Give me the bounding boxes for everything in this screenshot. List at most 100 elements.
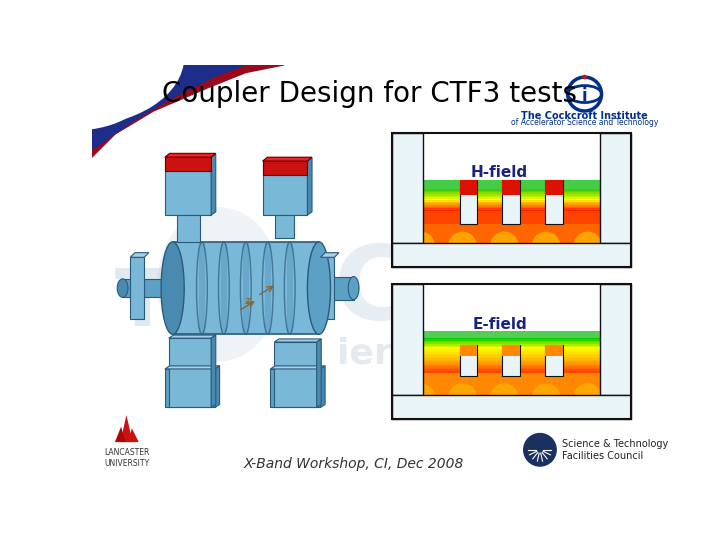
Bar	[600, 154, 631, 156]
Bar	[392, 355, 631, 357]
Bar	[392, 377, 631, 379]
Bar	[176, 215, 199, 242]
Bar	[221, 242, 227, 334]
Bar	[392, 191, 631, 192]
Bar	[392, 240, 631, 241]
Ellipse shape	[567, 77, 601, 111]
Bar	[600, 144, 631, 147]
Bar	[392, 388, 631, 390]
Bar	[392, 204, 631, 205]
Bar	[392, 200, 631, 202]
Bar	[392, 168, 423, 170]
Bar	[392, 235, 631, 237]
Bar	[392, 216, 631, 218]
Bar	[392, 166, 423, 168]
Bar	[392, 361, 631, 363]
Polygon shape	[263, 158, 312, 161]
Bar	[392, 339, 631, 341]
Bar	[459, 345, 477, 376]
Bar	[392, 144, 423, 147]
Ellipse shape	[448, 383, 477, 413]
Text: X-Band Workshop, CI, Dec 2008: X-Band Workshop, CI, Dec 2008	[243, 457, 464, 471]
Bar	[392, 296, 423, 299]
Bar	[392, 132, 631, 267]
Bar	[392, 137, 423, 140]
Ellipse shape	[161, 242, 184, 334]
Bar	[600, 291, 631, 294]
Ellipse shape	[348, 276, 359, 300]
Bar	[392, 147, 423, 149]
Bar	[392, 231, 631, 232]
Bar	[392, 322, 423, 325]
Bar	[392, 213, 631, 214]
Ellipse shape	[574, 232, 602, 261]
Bar	[459, 180, 477, 224]
Ellipse shape	[307, 242, 330, 334]
Bar	[600, 159, 631, 161]
Bar	[392, 181, 631, 183]
Bar	[392, 379, 631, 381]
Bar	[392, 350, 631, 352]
Bar	[392, 211, 631, 213]
Text: LANCASTER
UNIVERSITY: LANCASTER UNIVERSITY	[104, 448, 149, 468]
Bar	[392, 194, 631, 195]
Text: H-field: H-field	[471, 165, 528, 180]
Polygon shape	[307, 158, 312, 215]
Bar	[600, 318, 631, 320]
Bar	[392, 395, 631, 419]
Bar	[392, 140, 423, 142]
Bar	[392, 320, 423, 322]
Bar	[392, 318, 423, 320]
Ellipse shape	[574, 383, 602, 413]
Polygon shape	[320, 253, 339, 257]
Bar	[392, 243, 631, 267]
Bar	[392, 229, 631, 231]
Ellipse shape	[448, 232, 477, 261]
Bar	[459, 345, 477, 356]
Bar	[392, 289, 423, 291]
Bar	[263, 161, 307, 175]
Bar	[392, 195, 631, 197]
Bar	[392, 303, 423, 306]
Bar	[392, 366, 631, 368]
Bar	[392, 156, 423, 159]
Bar	[503, 180, 521, 195]
Bar	[392, 192, 631, 194]
Bar	[600, 151, 631, 154]
Bar	[392, 341, 631, 342]
Bar	[165, 157, 211, 215]
Bar	[600, 142, 631, 144]
Bar	[392, 175, 423, 177]
Bar	[600, 132, 631, 243]
Bar	[392, 392, 631, 393]
Text: The Cockcroft Institute: The Cockcroft Institute	[521, 111, 648, 120]
Bar	[392, 232, 631, 234]
Ellipse shape	[532, 232, 560, 261]
Ellipse shape	[0, 30, 153, 130]
Bar	[600, 287, 631, 289]
Bar	[392, 234, 631, 235]
Ellipse shape	[157, 207, 281, 361]
Bar	[600, 170, 631, 173]
Bar	[600, 325, 631, 327]
Bar	[600, 156, 631, 159]
Text: E-field: E-field	[472, 317, 527, 332]
Bar	[392, 149, 423, 151]
Bar	[503, 345, 521, 356]
Bar	[600, 313, 631, 315]
Bar	[165, 157, 211, 171]
Polygon shape	[92, 65, 246, 150]
Bar	[600, 301, 631, 303]
Bar	[392, 359, 631, 360]
Text: of Accelerator Science and Technology: of Accelerator Science and Technology	[511, 118, 658, 127]
Bar	[600, 175, 631, 177]
Bar	[392, 218, 631, 219]
Text: Science & Technology
Facilities Council: Science & Technology Facilities Council	[562, 439, 667, 461]
Bar	[130, 257, 144, 319]
Bar	[392, 186, 631, 187]
Ellipse shape	[0, 0, 184, 126]
Bar	[546, 345, 563, 356]
Circle shape	[523, 433, 557, 467]
Bar	[392, 163, 423, 166]
Bar	[600, 299, 631, 301]
